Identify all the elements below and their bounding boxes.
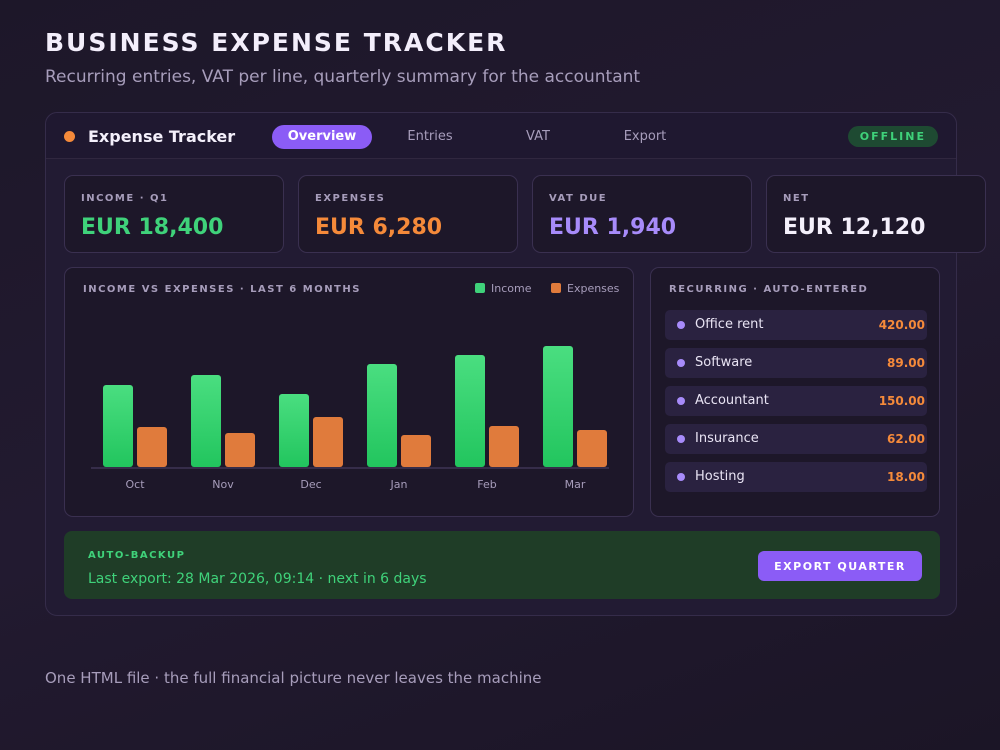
backup-status-text: Last export: 28 Mar 2026, 09:14 · next i… bbox=[88, 571, 427, 587]
recurring-item[interactable]: Office rent 420.00 bbox=[665, 310, 927, 340]
tab-entries[interactable]: Entries bbox=[407, 129, 453, 144]
kpi-card-vat-due: VAT DUE EUR 1,940 bbox=[532, 175, 752, 253]
bar-expenses-dec bbox=[313, 417, 343, 467]
x-tick-label: Dec bbox=[300, 478, 321, 491]
x-tick-label: Nov bbox=[212, 478, 234, 491]
legend-label-expenses: Expenses bbox=[567, 282, 620, 295]
legend-expenses: Expenses bbox=[551, 282, 619, 295]
bullet-dot-icon bbox=[677, 397, 685, 405]
recurring-item[interactable]: Software 89.00 bbox=[665, 348, 927, 378]
x-tick-label: Mar bbox=[565, 478, 586, 491]
bullet-dot-icon bbox=[677, 321, 685, 329]
legend-label-income: Income bbox=[491, 282, 532, 295]
recurring-title: RECURRING · AUTO-ENTERED bbox=[669, 284, 869, 295]
bar-income-oct bbox=[103, 385, 133, 467]
bullet-dot-icon bbox=[677, 435, 685, 443]
tab-vat[interactable]: VAT bbox=[526, 129, 550, 144]
recurring-item-label: Office rent bbox=[695, 317, 764, 332]
tab-export[interactable]: Export bbox=[623, 129, 667, 144]
app-topbar: Expense Tracker Overview Entries VAT Exp… bbox=[46, 113, 956, 159]
recurring-item-amount: 420.00 bbox=[878, 318, 925, 332]
x-tick-label: Feb bbox=[477, 478, 496, 491]
x-tick-label: Jan bbox=[390, 478, 408, 491]
footer-note: One HTML file · the full financial pictu… bbox=[45, 669, 542, 687]
chart-panel: INCOME VS EXPENSES · LAST 6 MONTHS Incom… bbox=[64, 267, 634, 517]
recurring-item-amount: 89.00 bbox=[887, 356, 925, 370]
legend-swatch-income bbox=[475, 283, 485, 293]
page-title: BUSINESS EXPENSE TRACKER bbox=[45, 28, 508, 57]
recurring-item-label: Insurance bbox=[695, 431, 759, 446]
recurring-item-amount: 18.00 bbox=[887, 470, 925, 484]
brand-dot-icon bbox=[64, 131, 75, 142]
brand-name: Expense Tracker bbox=[88, 127, 236, 146]
page-subtitle: Recurring entries, VAT per line, quarter… bbox=[45, 67, 641, 87]
app-window: Expense Tracker Overview Entries VAT Exp… bbox=[45, 112, 986, 616]
kpi-value: EUR 12,120 bbox=[783, 215, 926, 240]
bullet-dot-icon bbox=[677, 473, 685, 481]
kpi-label: EXPENSES bbox=[315, 193, 386, 204]
kpi-card-income: INCOME · Q1 EUR 18,400 bbox=[64, 175, 284, 253]
kpi-label: INCOME · Q1 bbox=[81, 193, 169, 204]
recurring-item-label: Accountant bbox=[695, 393, 769, 408]
status-badge: OFFLINE bbox=[847, 126, 938, 147]
kpi-value: EUR 1,940 bbox=[549, 215, 677, 240]
bar-income-jan bbox=[367, 364, 397, 467]
bullet-dot-icon bbox=[677, 359, 685, 367]
recurring-item[interactable]: Hosting 18.00 bbox=[665, 462, 927, 492]
recurring-item-amount: 62.00 bbox=[887, 432, 925, 446]
kpi-value: EUR 6,280 bbox=[315, 215, 443, 240]
legend-income: Income bbox=[475, 282, 531, 295]
bar-expenses-oct bbox=[137, 427, 167, 467]
recurring-panel: RECURRING · AUTO-ENTERED Office rent 420… bbox=[650, 267, 940, 517]
export-quarter-button[interactable]: EXPORT QUARTER bbox=[758, 551, 922, 581]
tab-overview[interactable]: Overview bbox=[272, 125, 372, 149]
kpi-value: EUR 18,400 bbox=[81, 215, 224, 240]
bar-income-mar bbox=[543, 346, 573, 467]
bar-income-nov bbox=[191, 375, 221, 467]
bar-expenses-jan bbox=[401, 435, 431, 467]
bar-expenses-mar bbox=[577, 430, 607, 467]
bar-expenses-feb bbox=[489, 426, 519, 467]
bar-income-dec bbox=[279, 394, 309, 467]
bar-expenses-nov bbox=[225, 433, 255, 467]
recurring-item-amount: 150.00 bbox=[878, 394, 925, 408]
legend-swatch-expenses bbox=[551, 283, 561, 293]
bar-chart: Oct Nov Dec Jan Feb Mar bbox=[91, 346, 609, 491]
chart-title: INCOME VS EXPENSES · LAST 6 MONTHS bbox=[83, 284, 361, 295]
kpi-card-net: NET EUR 12,120 bbox=[766, 175, 986, 253]
backup-banner: AUTO-BACKUP Last export: 28 Mar 2026, 09… bbox=[64, 531, 940, 599]
recurring-item[interactable]: Insurance 62.00 bbox=[665, 424, 927, 454]
kpi-label: VAT DUE bbox=[549, 193, 608, 204]
recurring-item-label: Software bbox=[695, 355, 753, 370]
backup-title: AUTO-BACKUP bbox=[88, 550, 186, 561]
kpi-label: NET bbox=[783, 193, 810, 204]
bar-income-feb bbox=[455, 355, 485, 467]
x-tick-label: Oct bbox=[125, 478, 145, 491]
recurring-item[interactable]: Accountant 150.00 bbox=[665, 386, 927, 416]
recurring-item-label: Hosting bbox=[695, 469, 745, 484]
kpi-card-expenses: EXPENSES EUR 6,280 bbox=[298, 175, 518, 253]
